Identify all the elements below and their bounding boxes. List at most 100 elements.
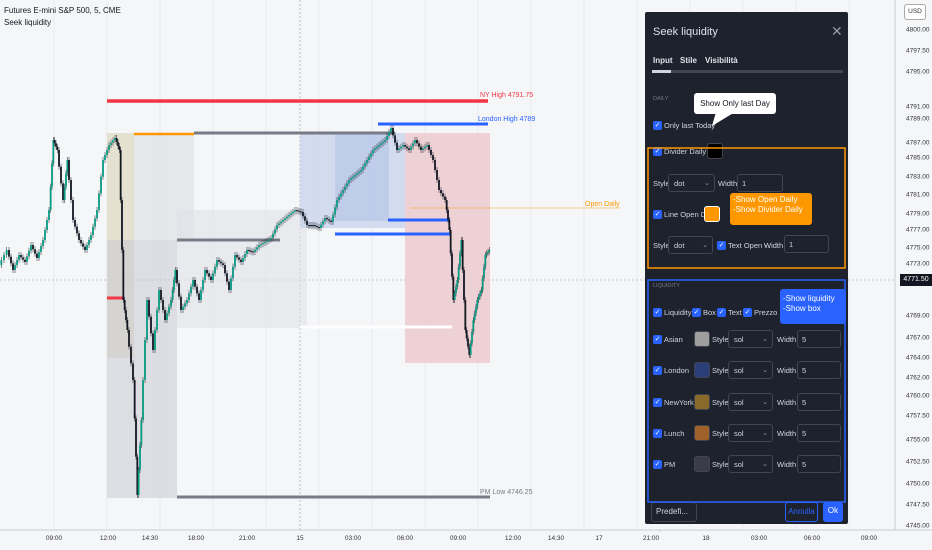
candle-body [302,212,304,217]
candle-body [432,155,434,160]
session-color-swatch[interactable] [694,362,710,378]
candle-body [286,216,288,219]
candle-body [370,153,372,157]
session-style-select[interactable]: sol ⌄ [728,455,773,473]
session-width-input[interactable]: 5 [797,361,841,379]
candle-body [368,156,370,160]
session-style-select[interactable]: sol ⌄ [728,393,773,411]
session-style-select[interactable]: sol ⌄ [728,330,773,348]
price-tick: 4747.50 [906,501,930,509]
callout-liquidity-line2: -Show box [783,304,821,313]
candle-body [434,160,436,170]
candle-body [268,239,270,241]
london-core-box [335,133,389,221]
style-label: Style [712,460,729,469]
candle-body [53,140,56,144]
session-style-select[interactable]: sol ⌄ [728,361,773,379]
candle-body [104,155,106,160]
open-line-color-swatch[interactable] [704,206,720,222]
currency-badge[interactable]: USD [904,4,926,20]
price-tick: 4789.00 [906,115,930,123]
text-open-checkbox[interactable]: ✓ [717,241,726,250]
candle-body [276,225,278,230]
candle-body [192,280,194,287]
session-width-input[interactable]: 5 [797,455,841,473]
candle-body [406,146,408,149]
session-color-swatch[interactable] [694,425,710,441]
close-icon[interactable]: ✕ [831,23,843,39]
candle-body [232,266,234,279]
candle-body [296,210,298,212]
divider-width-input[interactable]: 1 [737,174,783,192]
candle-body [82,243,84,247]
session-color-swatch[interactable] [694,394,710,410]
candle-body [472,320,475,332]
open-width-input[interactable]: 1 [784,235,829,253]
text-label: Text [728,308,742,317]
session-width-input[interactable]: 5 [797,424,841,442]
candle-body [173,280,175,290]
line-open-d-checkbox[interactable]: ✓ [653,210,662,219]
candle-body [278,223,280,225]
daily-section-header: DAILY [653,96,669,102]
candle-body [270,238,272,240]
candle-body [152,333,154,350]
ok-button[interactable]: Ok [823,502,843,522]
candle-body [476,300,479,307]
candle-body [168,306,170,314]
style-label: Style [712,366,729,375]
settings-dialog[interactable]: Seek liquidity ✕ Input Stile Visibilità … [645,12,848,534]
session-checkbox[interactable]: ✓ [653,366,662,375]
candle-body [123,300,126,310]
width-label: Width [718,179,738,188]
only-last-today-checkbox[interactable]: ✓ [653,121,662,130]
candle-body [162,300,164,310]
defaults-button[interactable]: Predefi... ⌄ [651,502,697,534]
ny-high-label: NY High 4791.75 [480,92,534,99]
candle-body [288,215,290,217]
tab-stile[interactable]: Stile [680,56,697,65]
candle-body [80,240,82,244]
style-label: Style [712,429,729,438]
session-checkbox[interactable]: ✓ [653,335,662,344]
session-checkbox[interactable]: ✓ [653,429,662,438]
candle-body [196,286,198,294]
candle-body [60,166,62,184]
candle-body [398,148,400,150]
pm-session-box [177,210,307,328]
session-color-swatch[interactable] [694,331,710,347]
candle-body [26,256,28,262]
liquidity-checkbox[interactable]: ✓ [653,308,662,317]
candle-body [44,230,46,240]
candle-body [178,283,180,297]
open-style-select[interactable]: dot ⌄ [668,236,713,254]
candle-body [164,310,166,320]
candle-body [366,160,368,164]
divider-daily-checkbox[interactable]: ✓ [653,147,662,156]
tab-input[interactable]: Input [653,56,673,65]
candle-body [137,470,140,495]
candle-body [252,251,254,253]
cancel-button[interactable]: Annulla [785,502,818,522]
session-width-input[interactable]: 5 [797,393,841,411]
candle-body [166,313,168,320]
divider-color-swatch[interactable] [707,143,723,159]
divider-style-select[interactable]: dot ⌄ [668,174,715,192]
session-checkbox[interactable]: ✓ [653,398,662,407]
candle-body [92,226,94,235]
session-checkbox[interactable]: ✓ [653,460,662,469]
session-style-select[interactable]: sol ⌄ [728,424,773,442]
candle-body [194,280,196,287]
candle-body [378,145,380,147]
tab-visibilita[interactable]: Visibilità [705,56,738,65]
session-color-swatch[interactable] [694,456,710,472]
box-checkbox[interactable]: ✓ [692,308,701,317]
newyork-range-box [405,133,490,363]
text-checkbox[interactable]: ✓ [717,308,726,317]
session-width-input[interactable]: 5 [797,330,841,348]
candle-body [416,140,418,144]
prezzo-checkbox[interactable]: ✓ [743,308,752,317]
session-style-value: sol [734,335,744,344]
candle-body [74,220,76,227]
candle-body [119,150,122,200]
